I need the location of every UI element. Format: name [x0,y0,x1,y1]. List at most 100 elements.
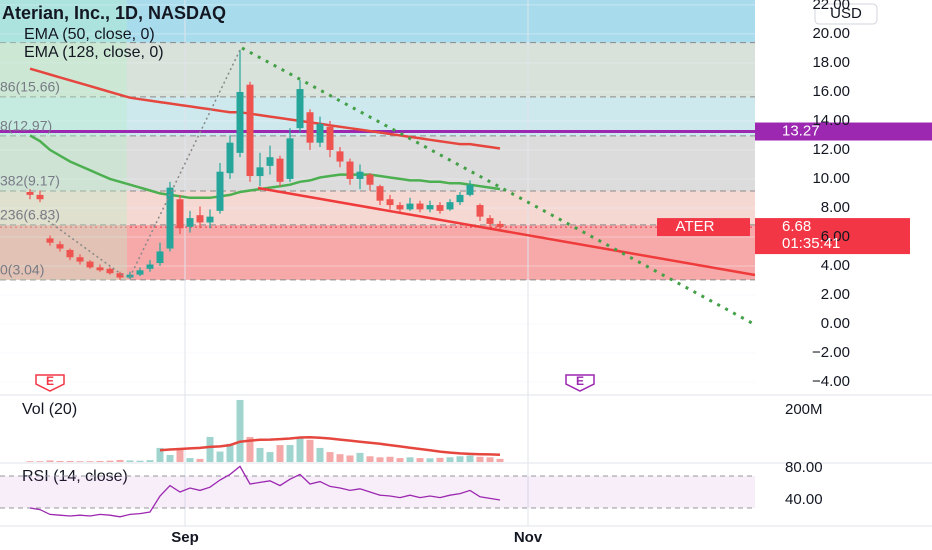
volume-bar [186,458,194,462]
fib-label: 8(12.97) [0,118,52,134]
x-tick-label: Sep [171,529,199,546]
volume-bar [466,455,474,462]
highlight-zone [0,0,127,280]
candle-body [226,142,234,174]
fib-label: 0(3.04) [0,262,44,278]
rsi-line [29,465,501,518]
volume-bar [446,457,454,462]
y-tick-label: 22.00 [812,0,850,13]
candle-body [446,202,454,210]
price-label: 13.27 [782,122,820,139]
symbol-box [657,218,750,237]
legend-entry: EMA (128, close, 0) [24,44,164,61]
candle-body [206,216,214,223]
fib-zone [0,96,755,136]
event-label: E [576,374,584,388]
candle-body [356,171,364,179]
chart-title: Aterian, Inc., 1D, NASDAQ [2,3,226,23]
volume-bar [276,445,284,462]
candle-body [266,157,274,166]
y-tick-label: 6.00 [821,228,850,245]
currency-button[interactable] [814,3,878,25]
volume-bar [126,460,134,462]
candle-body [86,261,94,268]
y-tick-label: 2.00 [821,286,850,303]
y-tick-label: −4.00 [812,373,850,390]
candle-body [376,186,384,201]
trend-line [241,46,753,325]
y-tick-label: 8.00 [821,199,850,216]
volume-bar [156,447,164,462]
volume-bar [336,454,344,462]
fib-label: 382(9.17) [0,173,60,189]
volume-bar [26,461,34,462]
fib-zone [0,135,755,191]
y-tick-label: −2.00 [812,344,850,361]
candle-body [486,218,494,224]
y-tick-label: 0.00 [821,315,850,332]
volume-bar [176,447,184,462]
candle-body [236,91,244,153]
volume-bar [166,454,174,462]
volume-ma-line [159,435,501,456]
volume-bar [206,436,214,462]
trend-line [129,49,241,278]
candle-body [166,187,174,249]
fib-zone [0,42,755,97]
y-tick-label: 10.00 [812,170,850,187]
volume-bar [76,461,84,462]
candle-body [396,205,404,210]
y-tick-label: 20.00 [812,25,850,42]
volume-bar [406,457,414,462]
volume-bar [456,456,464,462]
candle-body [276,158,284,182]
volume-bar [106,460,114,462]
candle-body [456,194,464,203]
candle-body [476,205,484,217]
trend-line [257,186,756,277]
candle-body [76,257,84,262]
volume-bar [326,452,334,462]
currency-label[interactable]: USD [830,5,862,22]
x-tick-label: Nov [514,529,543,546]
y-tick-label: 16.00 [812,83,850,100]
volume-bar [256,447,264,462]
ema-line [29,67,501,150]
volume-bar [436,457,444,462]
fib-label: 236(6.83) [0,207,60,223]
candle-body [316,123,324,143]
volume-bar [296,436,304,462]
volume-bar [386,456,394,462]
fib-zone [0,0,755,43]
candle-body [326,126,334,150]
volume-bar [416,458,424,462]
candle-body [56,244,64,249]
y-tick-label: 12.00 [812,141,850,158]
y-tick-label: 4.00 [821,257,850,274]
volume-bar [396,458,404,462]
y-tick-label: 200M [785,401,823,418]
volume-bar [196,458,204,462]
volume-bar [96,460,104,462]
candle-body [46,238,54,243]
volume-bar [226,443,234,462]
volume-bar [316,447,324,462]
volume-bar [266,452,274,462]
y-tick-label: 14.00 [812,112,850,129]
volume-bar [36,461,44,462]
event-marker [565,374,595,392]
candle-body [116,273,124,278]
candle-body [406,203,414,210]
volume-bar [136,460,144,462]
volume-bar [216,451,224,462]
candle-body [286,138,294,179]
candle-body [176,199,184,229]
candle-body [26,191,34,195]
y-tick-label: 80.00 [785,459,823,476]
volume-bar [86,461,94,462]
fib-label: 86(15.66) [0,79,60,95]
volume-bar [376,457,384,462]
event-marker [35,374,65,392]
legend-entry: EMA (50, close, 0) [24,26,155,43]
